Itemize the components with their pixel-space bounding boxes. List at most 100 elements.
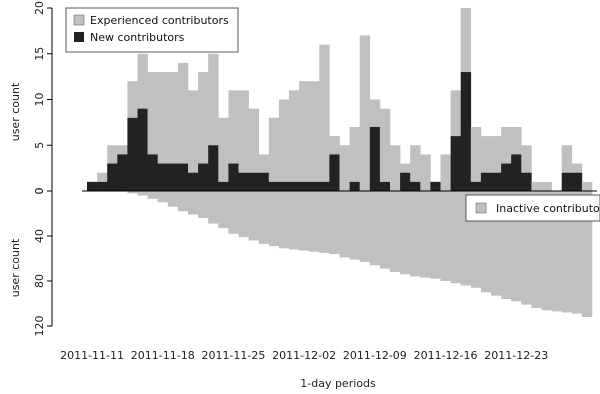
- bar-inactive-2011-11-25: [228, 191, 239, 234]
- top-y-tick-label: 15: [33, 47, 46, 61]
- bar-experienced-2011-12-26: [541, 181, 552, 191]
- bar-experienced-2011-11-13: [107, 145, 118, 164]
- bar-experienced-2011-12-28: [561, 145, 573, 173]
- bar-inactive-2011-12-10: [379, 191, 391, 269]
- bar-new-2011-12-19: [470, 181, 482, 191]
- bottom-y-tick-label: 80: [33, 274, 46, 288]
- bar-experienced-2011-12-13: [410, 145, 421, 182]
- bar-experienced-2011-12-12: [400, 163, 411, 173]
- bar-experienced-2011-12-07: [349, 126, 360, 182]
- bar-experienced-2011-11-20: [177, 62, 189, 164]
- bar-experienced-2011-11-28: [258, 154, 270, 173]
- bar-inactive-2011-12-14: [420, 191, 431, 278]
- bar-inactive-2011-12-25: [531, 191, 542, 308]
- bar-inactive-2011-12-15: [430, 191, 441, 279]
- bar-inactive-2011-11-22: [198, 191, 209, 218]
- legend-label-new: New contributors: [90, 31, 185, 44]
- bar-new-2011-11-24: [218, 181, 229, 191]
- bar-inactive-2011-11-21: [188, 191, 199, 215]
- bottom-y-tick-label: 120: [33, 316, 46, 337]
- bar-experienced-2011-12-01: [289, 90, 300, 182]
- bar-inactive-2011-12-06: [339, 191, 350, 258]
- bar-new-2011-11-27: [248, 172, 259, 191]
- bar-new-2011-11-28: [258, 172, 270, 191]
- bar-new-2011-11-12: [97, 181, 108, 191]
- x-tick-label: 2011-11-18: [131, 349, 195, 362]
- bar-experienced-2011-12-10: [379, 108, 391, 182]
- bar-new-2011-12-03: [309, 181, 320, 191]
- bar-experienced-2011-11-21: [188, 90, 199, 173]
- bar-new-2011-12-20: [480, 172, 492, 191]
- bar-inactive-2011-11-15: [127, 191, 138, 194]
- bar-experienced-2011-11-19: [167, 72, 179, 164]
- top-legend-box: [65, 7, 239, 53]
- bar-experienced-2011-12-09: [369, 99, 381, 127]
- x-tick-label: 2011-12-16: [414, 349, 478, 362]
- bar-inactive-2011-12-28: [561, 191, 573, 313]
- bar-new-2011-11-30: [278, 181, 290, 191]
- bar-new-2011-11-15: [127, 117, 138, 191]
- bar-inactive-2011-12-12: [400, 191, 411, 275]
- bar-new-2011-11-21: [188, 172, 199, 191]
- bottom-y-tick-label: 0: [33, 188, 46, 195]
- top-y-tick-label: 0: [33, 188, 46, 195]
- bar-new-2011-12-28: [561, 172, 573, 191]
- top-y-tick-label: 20: [33, 1, 46, 15]
- bar-new-2011-12-23: [511, 154, 522, 191]
- bar-inactive-2011-12-03: [309, 191, 320, 252]
- bar-new-2011-11-16: [137, 108, 148, 191]
- bar-inactive-2011-12-20: [480, 191, 492, 293]
- bar-experienced-2011-12-16: [440, 154, 451, 191]
- bar-new-2011-12-02: [299, 181, 310, 191]
- bar-experienced-2011-12-19: [470, 126, 482, 182]
- bar-experienced-2011-12-02: [299, 81, 310, 182]
- bar-experienced-2011-12-11: [390, 145, 401, 191]
- bar-new-2011-12-13: [410, 181, 421, 191]
- legend-swatch-inactive: [475, 202, 487, 214]
- bar-experienced-2011-12-18: [460, 8, 472, 73]
- bar-new-2011-12-07: [349, 181, 360, 191]
- bar-inactive-2011-12-04: [319, 191, 330, 253]
- bar-new-2011-11-18: [157, 163, 169, 191]
- bar-experienced-2011-12-29: [571, 163, 583, 173]
- bar-inactive-2011-11-20: [177, 191, 189, 212]
- x-axis: 2011-11-11 2011-11-18 2011-11-25 2011-12-02…: [60, 349, 548, 362]
- bar-experienced-2011-12-21: [491, 136, 502, 173]
- bar-experienced-2011-11-26: [238, 90, 249, 173]
- top-y-axis-title: user count: [9, 82, 22, 141]
- bar-experienced-2011-12-20: [480, 136, 492, 173]
- bar-experienced-2011-12-14: [420, 154, 431, 191]
- bar-inactive-2011-11-17: [147, 191, 158, 199]
- bar-experienced-2011-12-25: [531, 181, 542, 191]
- bar-inactive-2011-12-11: [390, 191, 401, 272]
- x-tick-label: 2011-11-11: [60, 349, 124, 362]
- x-tick-label: 2011-12-02: [272, 349, 336, 362]
- bar-new-2011-12-29: [571, 172, 583, 191]
- bottom-bars-group: [127, 191, 593, 317]
- bar-inactive-2011-11-18: [157, 191, 169, 203]
- bar-inactive-2011-12-09: [369, 191, 381, 266]
- legend-swatch-experienced: [73, 14, 85, 26]
- bar-experienced-2011-11-22: [198, 72, 209, 164]
- bar-inactive-2011-12-19: [470, 191, 482, 288]
- bar-new-2011-12-05: [329, 154, 340, 191]
- bar-inactive-2011-12-29: [571, 191, 583, 314]
- bar-inactive-2011-12-01: [289, 191, 300, 250]
- bar-new-2011-11-17: [147, 154, 158, 191]
- bar-experienced-2011-12-03: [309, 81, 320, 182]
- bar-inactive-2011-11-16: [137, 191, 148, 196]
- bar-inactive-2011-12-26: [541, 191, 552, 311]
- x-tick-label: 2011-12-09: [343, 349, 407, 362]
- bar-experienced-2011-12-24: [521, 145, 532, 173]
- bar-experienced-2011-11-16: [137, 53, 148, 109]
- bar-inactive-2011-12-22: [501, 191, 512, 299]
- bar-new-2011-12-09: [369, 126, 381, 191]
- bottom-y-axis-title: user count: [9, 238, 22, 297]
- bar-experienced-2011-12-08: [359, 35, 371, 192]
- bar-experienced-2011-11-17: [147, 72, 158, 155]
- bar-new-2011-11-14: [117, 154, 128, 191]
- bar-new-2011-11-29: [268, 181, 280, 191]
- top-y-tick-label: 5: [33, 142, 46, 149]
- bar-new-2011-12-18: [460, 72, 472, 191]
